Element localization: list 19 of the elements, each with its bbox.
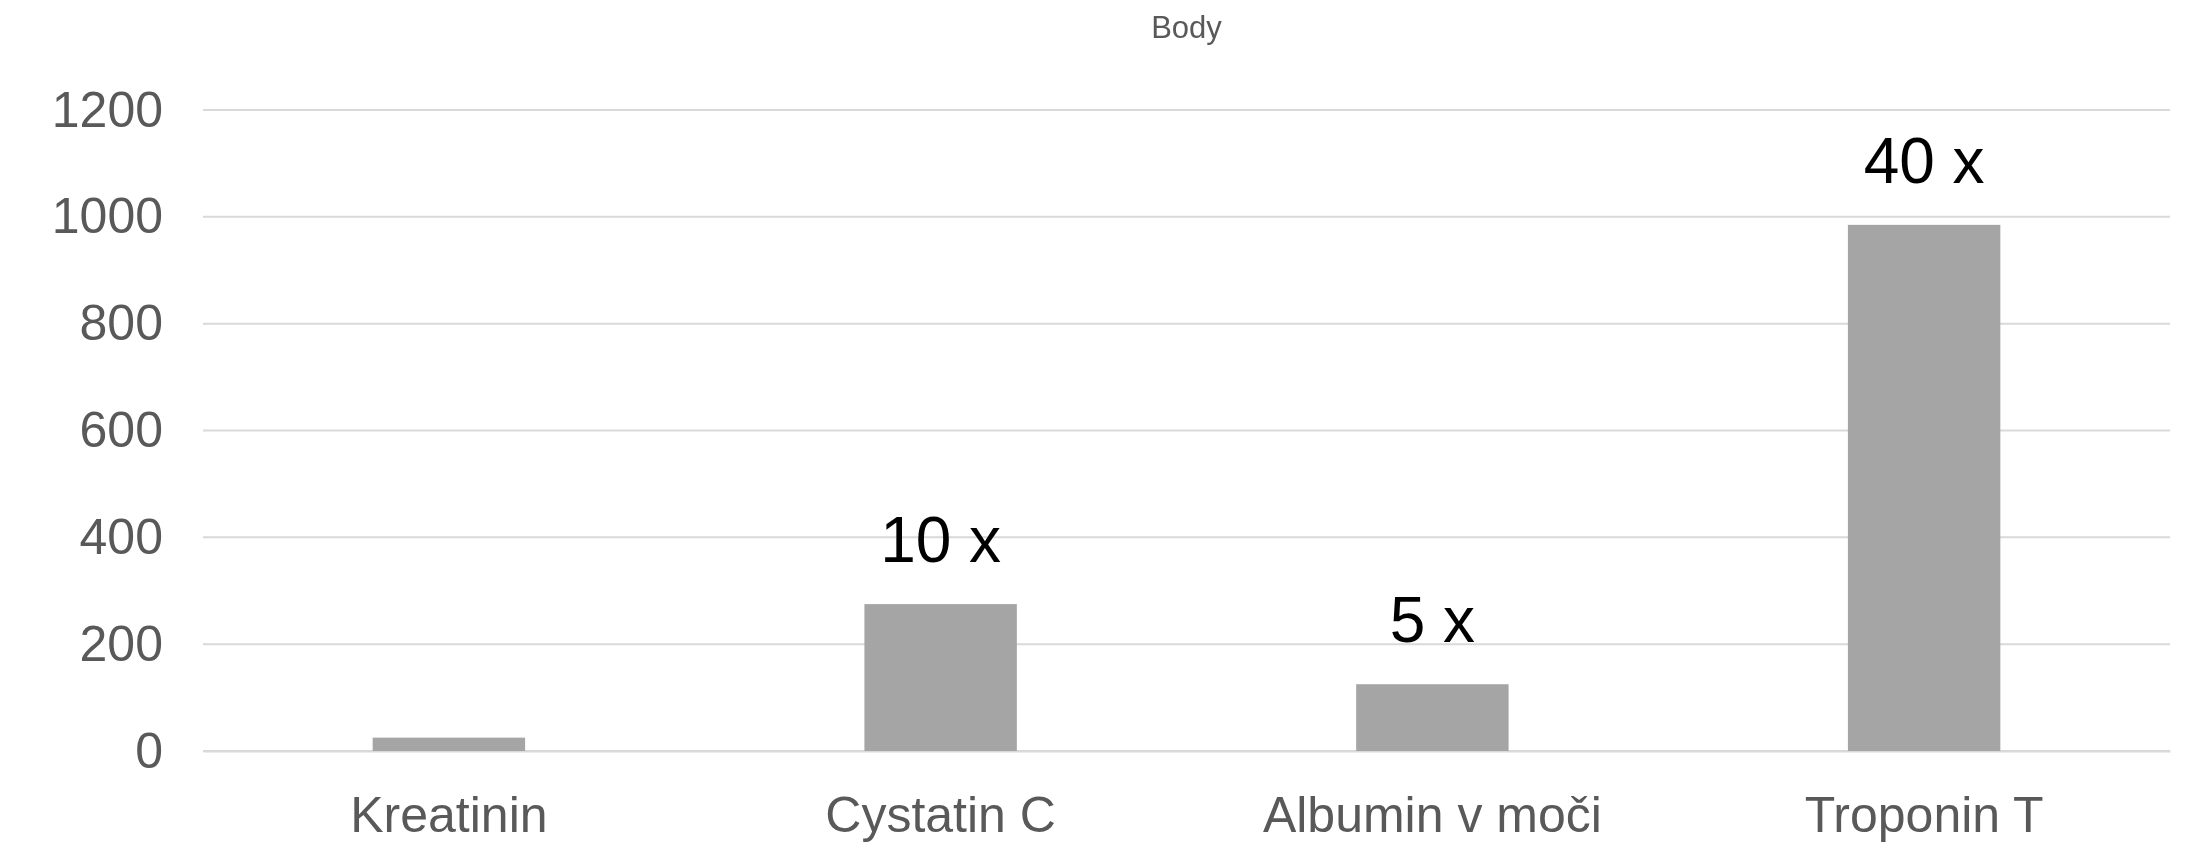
x-tick-label: Cystatin C <box>825 786 1056 843</box>
y-tick-label: 1000 <box>51 188 163 245</box>
chart-title: Body <box>1151 10 1223 45</box>
y-tick-label: 0 <box>135 722 163 779</box>
x-tick-label: Kreatinin <box>350 786 548 843</box>
annotation: 5 x <box>1389 584 1476 657</box>
bar <box>372 737 526 751</box>
x-tick-label: Albumin v moči <box>1262 786 1602 843</box>
y-tick-label: 1200 <box>51 81 163 138</box>
annotation: 10 x <box>880 504 1002 577</box>
y-tick-label: 800 <box>79 295 163 352</box>
annotation: 40 x <box>1863 124 1985 197</box>
y-tick-label: 600 <box>79 402 163 458</box>
bar <box>1356 684 1509 751</box>
bar <box>864 604 1017 751</box>
x-tick-label: Troponin T <box>1804 786 2044 843</box>
y-tick-label: 400 <box>79 508 163 565</box>
y-tick-label: 200 <box>79 615 163 672</box>
bar <box>1847 224 2001 751</box>
